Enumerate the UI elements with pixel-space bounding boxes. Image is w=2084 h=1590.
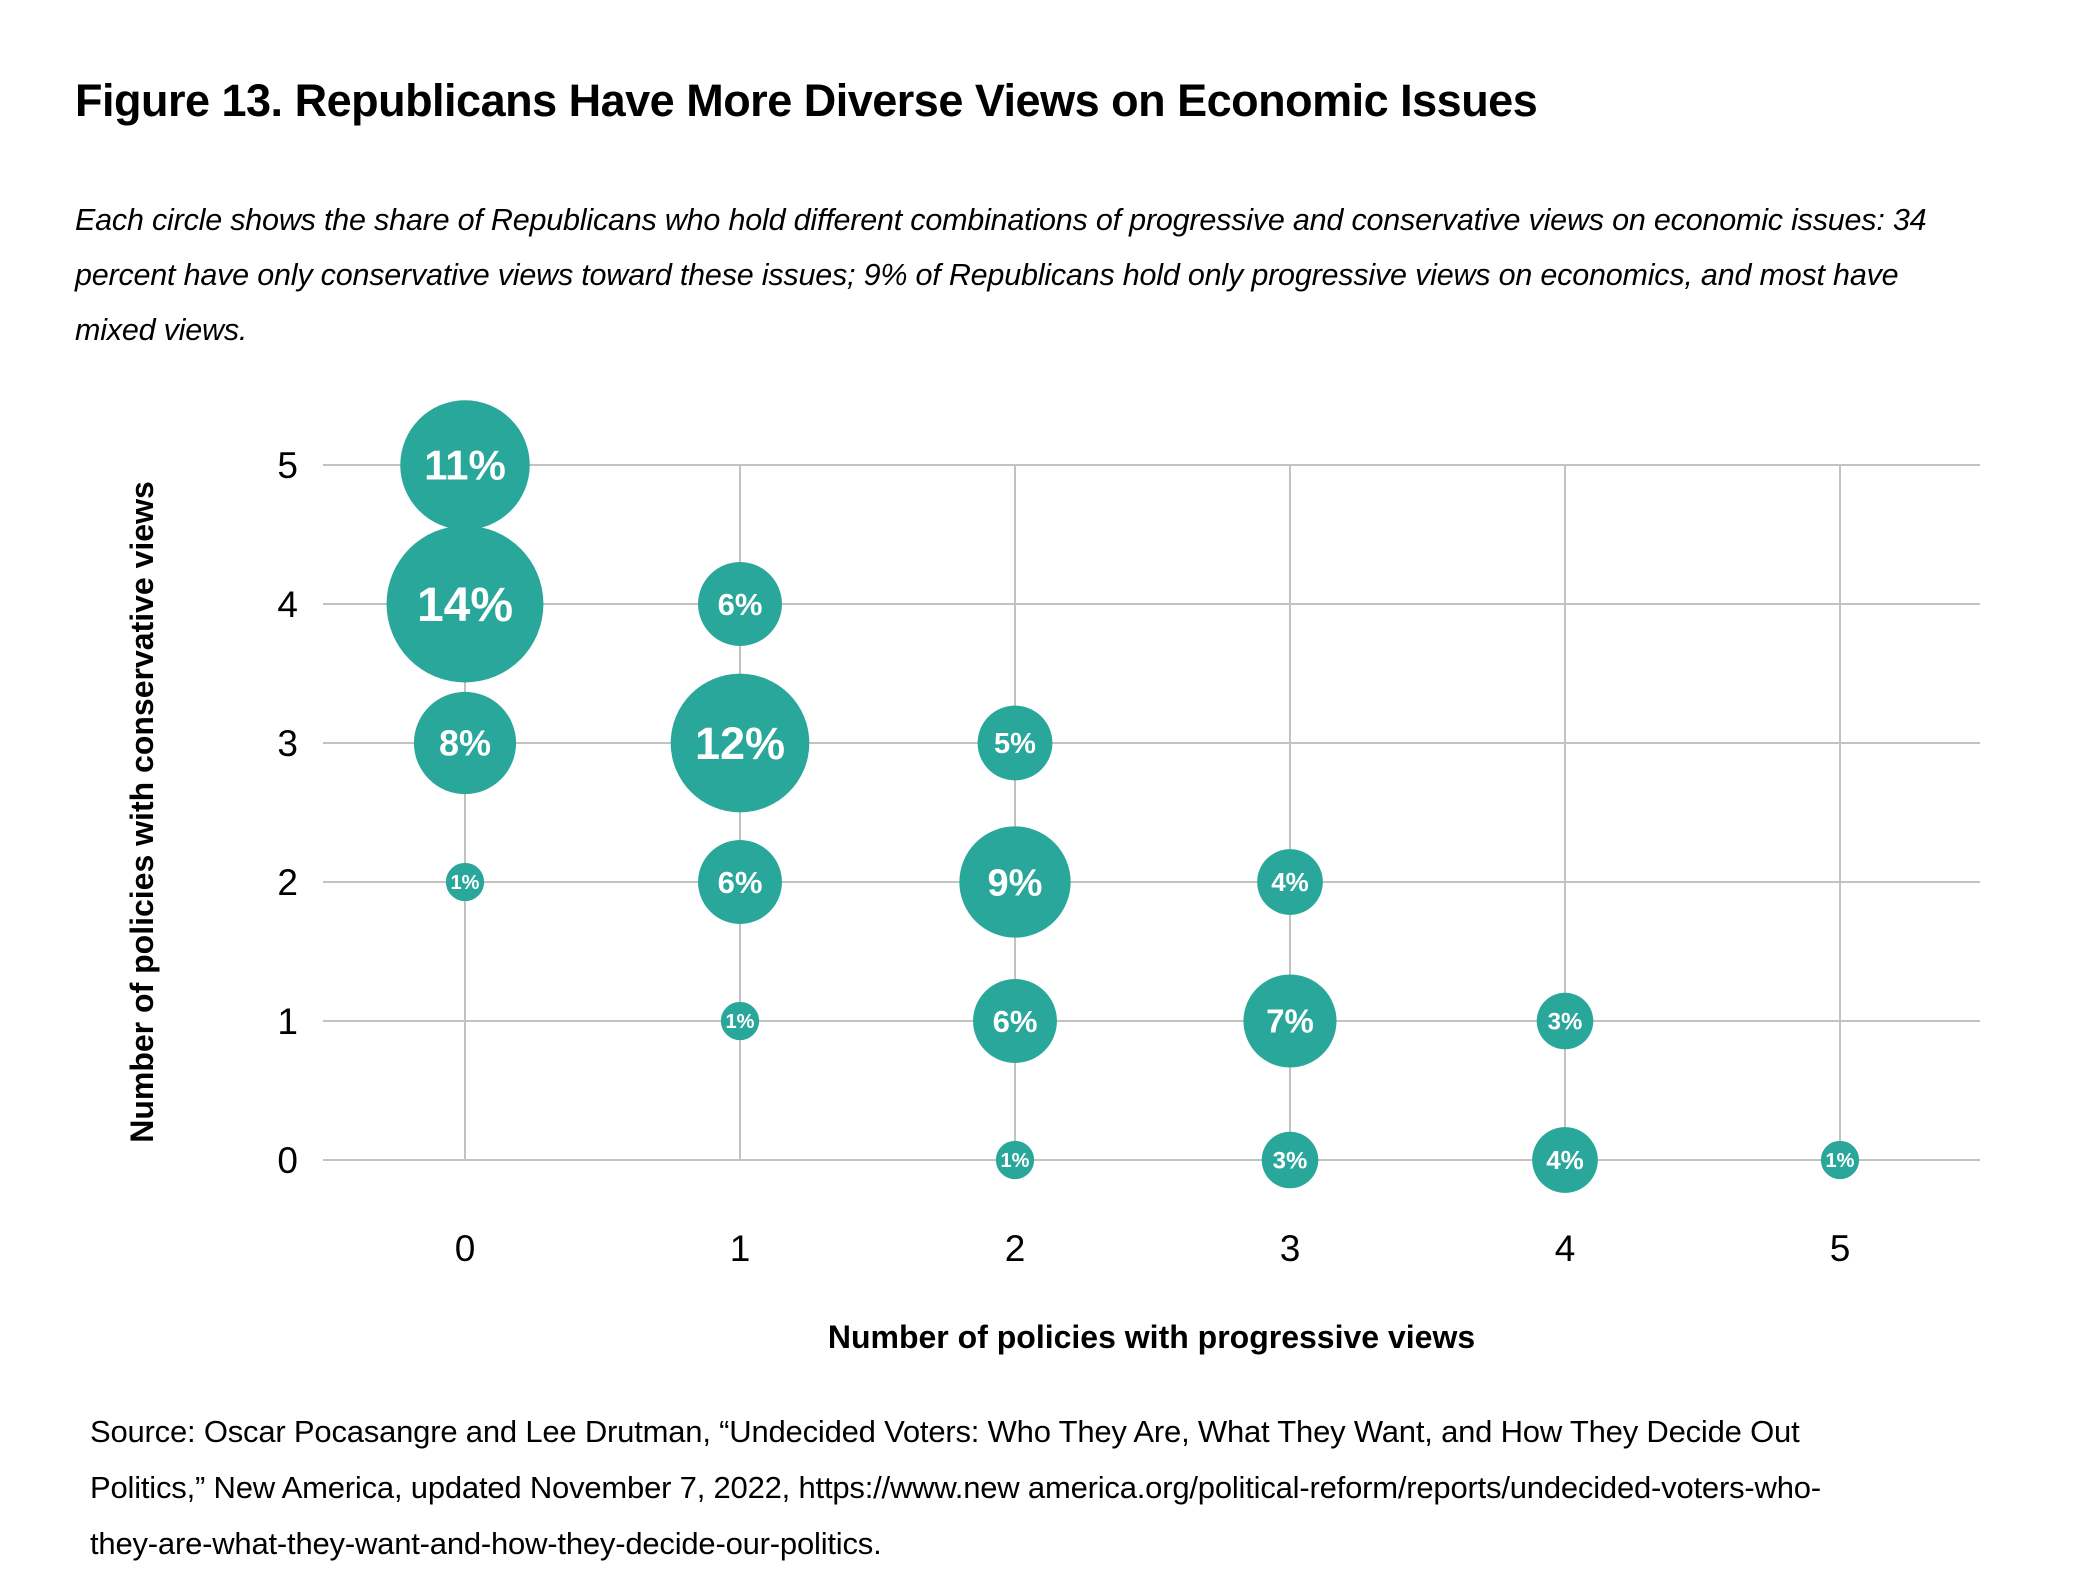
figure-title: Figure 13. Republicans Have More Diverse… [75,75,1538,126]
bubble [1257,849,1323,915]
figure-subtitle: Each circle shows the share of Republica… [75,203,1927,347]
y-axis-title: Number of policies with conservative vie… [124,481,160,1143]
bubble-label: 1% [726,1011,755,1033]
y-tick-label: 5 [277,445,298,486]
bubble-label: 11% [424,442,506,489]
bubble [445,862,485,902]
bubble-label: 1% [1826,1150,1855,1172]
bubble-label: 14% [417,579,513,632]
source-note: Source: Oscar Pocasangre and Lee Drutman… [90,1414,1821,1561]
bubble-label: 7% [1266,1003,1314,1040]
bubble [1532,1127,1598,1193]
x-tick-label: 1 [730,1228,751,1269]
bubble [720,1001,760,1041]
bubble-label: 5% [994,728,1036,760]
bubble [973,979,1057,1063]
bubble [386,525,544,683]
bubble-label: 8% [439,723,491,764]
bubble-label: 12% [695,718,785,769]
bubble-label: 6% [718,865,763,900]
x-tick-label: 4 [1555,1228,1576,1269]
y-tick-label: 3 [277,723,298,764]
bubble-label: 6% [993,1004,1038,1039]
bubble-label: 3% [1273,1147,1308,1174]
x-tick-label: 2 [1005,1228,1026,1269]
bubble [977,705,1053,781]
x-axis-title: Number of policies with progressive view… [828,1319,1475,1355]
bubble [400,400,530,530]
x-tick-label: 3 [1280,1228,1301,1269]
bubble [670,673,810,813]
bubble-label: 4% [1271,867,1309,897]
bubble-label: 9% [988,862,1043,904]
bubble [698,562,782,646]
bubble-label: 1% [451,872,480,894]
bubble [1536,992,1594,1050]
bubble [959,826,1071,938]
bubble-label: 4% [1546,1145,1584,1175]
bubble-label: 6% [718,587,763,622]
y-tick-label: 4 [277,584,298,625]
bubble-label: 3% [1548,1008,1583,1035]
bubble [698,840,782,924]
bubble [1820,1140,1860,1180]
bubble [1261,1131,1319,1189]
bubble-chart-canvas: 0 1 2 3 4 5 0 1 2 3 4 5 Number of policies with prog… [124,400,1980,1355]
x-tick-label: 5 [1830,1228,1851,1269]
bubble [1243,974,1337,1068]
bubble-label: 1% [1001,1150,1030,1172]
y-tick-label: 0 [277,1140,298,1181]
bubble [995,1140,1035,1180]
bubble [413,691,517,795]
y-tick-label: 2 [277,862,298,903]
x-tick-label: 0 [455,1228,476,1269]
y-tick-label: 1 [277,1001,298,1042]
